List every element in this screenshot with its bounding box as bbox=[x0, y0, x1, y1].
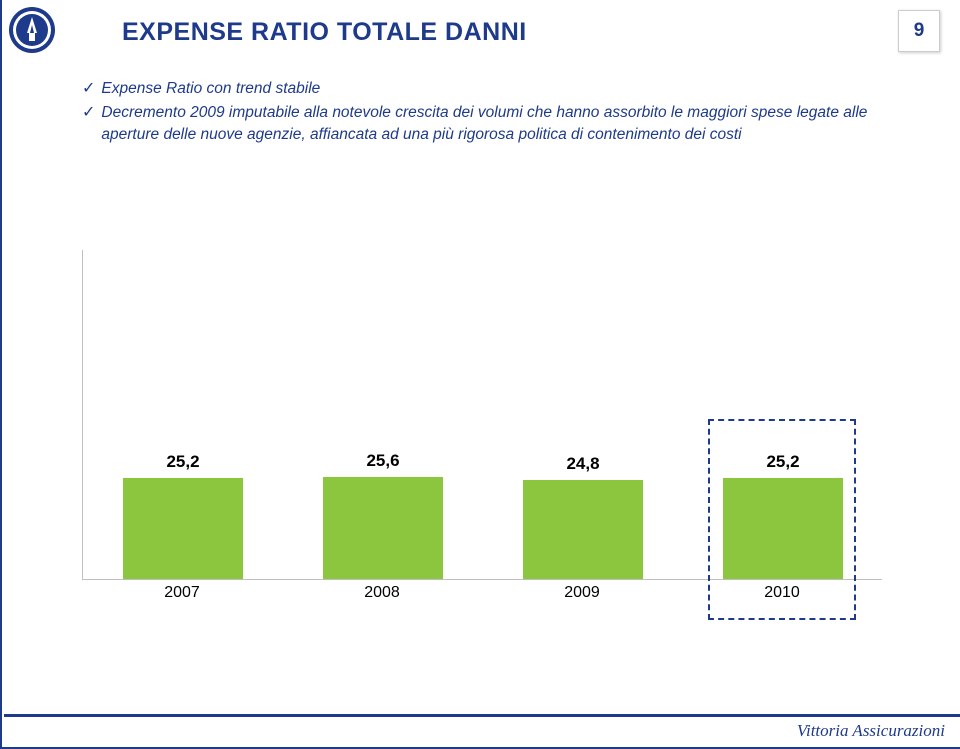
bar-value-label: 25,6 bbox=[283, 451, 483, 471]
slide-page: 9 EXPENSE RATIO TOTALE DANNI ✓ Expense R… bbox=[0, 0, 960, 749]
bar-group: 25,2 bbox=[83, 448, 283, 579]
page-number: 9 bbox=[898, 10, 940, 52]
bar-value-label: 25,2 bbox=[83, 452, 283, 472]
check-icon: ✓ bbox=[82, 78, 95, 100]
bar-group: 25,6 bbox=[283, 447, 483, 579]
bar bbox=[123, 478, 243, 579]
brand-logo bbox=[7, 5, 57, 55]
page-title: EXPENSE RATIO TOTALE DANNI bbox=[122, 18, 527, 47]
expense-ratio-chart: 25,225,624,825,2 2007200820092010 bbox=[82, 250, 882, 620]
bullet-item: ✓ Expense Ratio con trend stabile bbox=[82, 78, 882, 100]
bullet-item: ✓ Decremento 2009 imputabile alla notevo… bbox=[82, 102, 882, 146]
highlight-box bbox=[708, 419, 856, 620]
bullet-text: Expense Ratio con trend stabile bbox=[101, 78, 320, 100]
bullet-text: Decremento 2009 imputabile alla notevole… bbox=[101, 102, 882, 146]
footer-brand: Vittoria Assicurazioni bbox=[797, 721, 945, 741]
bar-value-label: 24,8 bbox=[483, 454, 683, 474]
check-icon: ✓ bbox=[82, 102, 95, 124]
x-axis-label: 2009 bbox=[482, 584, 682, 602]
bar-group: 24,8 bbox=[483, 450, 683, 579]
bullet-list: ✓ Expense Ratio con trend stabile ✓ Decr… bbox=[82, 78, 882, 148]
x-axis-label: 2007 bbox=[82, 584, 282, 602]
bar bbox=[323, 477, 443, 579]
x-axis-label: 2008 bbox=[282, 584, 482, 602]
bar bbox=[523, 480, 643, 579]
footer-divider bbox=[4, 714, 960, 717]
